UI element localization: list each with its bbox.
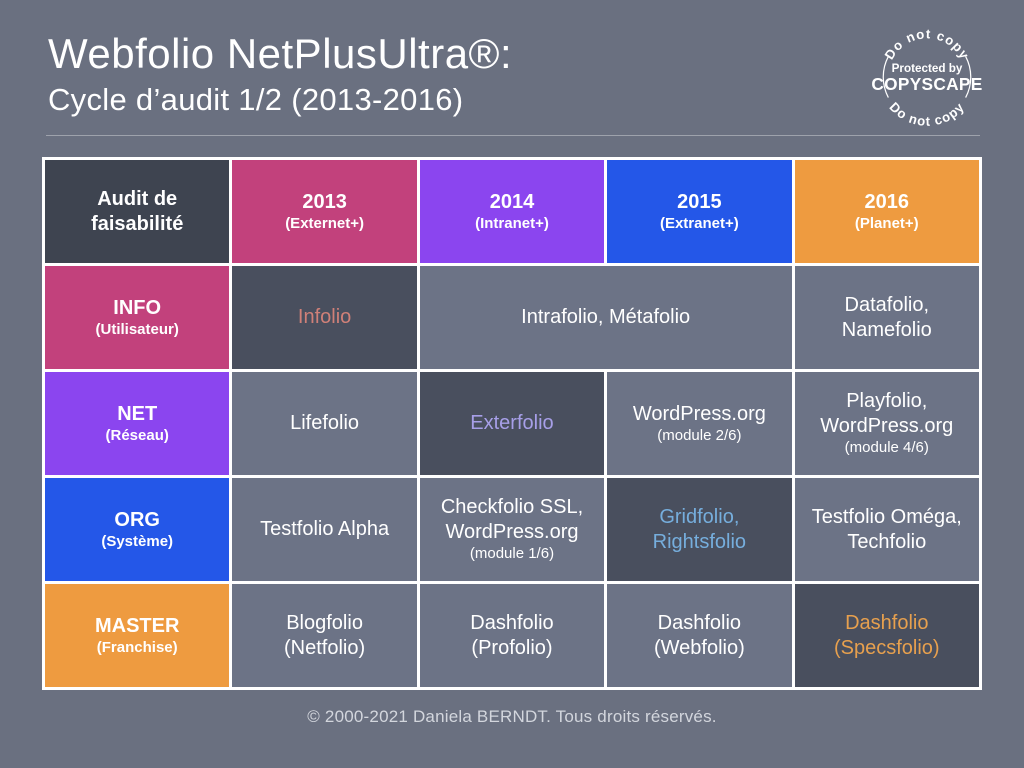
copyright-footer: © 2000-2021 Daniela BERNDT. Tous droits … (307, 707, 717, 727)
table-row: ORG (Système) Testfolio Alpha Checkfolio SS… (41, 475, 983, 585)
data-cell-master-2014: Dashfolio (Profolio) (416, 581, 608, 691)
data-cell-net-2015: WordPress.org (module 2/6) (604, 369, 795, 479)
cell-sublabel: (module 4/6) (844, 439, 929, 457)
data-cell-org-2015: Gridfolio, Rightsfolio (604, 475, 795, 585)
cell-sublabel: (Planet+) (854, 214, 919, 232)
title-divider (46, 135, 980, 137)
data-cell-master-2016: Dashfolio (Specsfolio) (791, 581, 983, 691)
cell-label: Testfolio Oméga, Techfolio (811, 505, 962, 553)
cell-label: Audit de faisabilité (91, 187, 184, 235)
row-header-net: NET (Réseau) (41, 369, 233, 479)
cell-label: Lifefolio (290, 412, 360, 435)
cell-sublabel: (Système) (101, 532, 174, 550)
column-header-2015: 2015 (Extranet+) (604, 157, 795, 267)
cell-label: Gridfolio, Rightsfolio (652, 505, 747, 553)
cell-label: Checkfolio SSL, WordPress.org (440, 496, 584, 544)
cell-label: MASTER (94, 614, 180, 637)
table-row: NET (Réseau) Lifefolio Exterfolio WordPress.… (41, 369, 983, 479)
cell-label: Datafolio, Namefolio (841, 293, 932, 341)
cell-label: Dashfolio (Specsfolio) (833, 611, 940, 659)
table-row: INFO (Utilisateur) Infolio Intrafolio, Méta… (41, 263, 983, 373)
column-header-2014: 2014 (Intranet+) (416, 157, 608, 267)
cell-sublabel: (Réseau) (105, 426, 169, 444)
table-title-cell: Audit de faisabilité (41, 157, 233, 267)
page-subtitle: Cycle d’audit 1/2 (2013-2016) (48, 82, 464, 118)
cell-label: INFO (113, 296, 162, 319)
data-cell-net-2016: Playfolio, WordPress.org (module 4/6) (791, 369, 983, 479)
cell-sublabel: (Externet+) (285, 214, 364, 232)
cell-label: Dashfolio (Profolio) (470, 611, 554, 659)
data-cell-org-2016: Testfolio Oméga, Techfolio (791, 475, 983, 585)
cell-label: 2014 (489, 190, 535, 213)
data-cell-master-2013: Blogfolio (Netfolio) (229, 581, 420, 691)
data-cell-org-2013: Testfolio Alpha (229, 475, 420, 585)
data-cell-master-2015: Dashfolio (Webfolio) (604, 581, 795, 691)
cell-label: Playfolio, WordPress.org (820, 390, 954, 438)
data-cell-org-2014: Checkfolio SSL, WordPress.org (module 1/6… (416, 475, 608, 585)
cell-sublabel: (module 1/6) (469, 545, 555, 563)
table-row: Audit de faisabilité 2013 (Externet+) 2014(… (41, 157, 983, 267)
data-cell-info-2013: Infolio (229, 263, 420, 373)
badge-top-text: Do not copy (882, 26, 972, 62)
cell-sublabel: (Franchise) (96, 638, 178, 656)
cell-sublabel: (module 2/6) (657, 426, 742, 444)
row-header-org: ORG (Système) (41, 475, 233, 585)
cell-label: NET (117, 402, 158, 425)
cell-label: ORG (114, 508, 160, 531)
badge-right-arc (965, 56, 972, 98)
badge-copyscape-text: COPYSCAPE (871, 74, 982, 94)
column-header-2013: 2013 (Externet+) (229, 157, 420, 267)
cell-label: 2015 (677, 190, 722, 213)
row-header-master: MASTER (Franchise) (41, 581, 233, 691)
table-row: MASTER (Franchise) Blogfolio (Netfolio) Das… (41, 581, 983, 691)
column-header-2016: 2016 (Planet+) (791, 157, 983, 267)
data-cell-net-2013: Lifefolio (229, 369, 420, 479)
page-title: Webfolio NetPlusUltra®: (48, 30, 513, 77)
data-cell-info-2016: Datafolio, Namefolio (791, 263, 983, 373)
copyscape-badge: Do not copy Do not copy Protected by COP… (871, 26, 982, 129)
cell-label: Exterfolio (470, 412, 554, 435)
cell-label: Testfolio Alpha (260, 518, 390, 541)
title-block: Webfolio NetPlusUltra®: Cycle d’audit 1/… (0, 0, 1024, 118)
data-cell-info-2014-2015: Intrafolio, Métafolio (416, 263, 795, 373)
cell-label: Infolio (297, 306, 352, 329)
cell-sublabel: (Utilisateur) (95, 320, 179, 338)
badge-protected-by-text: Protected by (892, 62, 963, 75)
cell-label: 2013 (302, 190, 347, 213)
data-cell-net-2014: Exterfolio (416, 369, 608, 479)
cell-label: WordPress.org (632, 402, 766, 425)
cell-label: Dashfolio (Webfolio) (653, 611, 745, 659)
svg-text:Do not copy: Do not copy (886, 99, 967, 129)
badge-bottom-text: Do not copy (886, 99, 966, 129)
cell-sublabel: (Intranet+) (475, 214, 549, 232)
badge-left-arc (882, 56, 889, 98)
audit-table: Audit de faisabilité 2013 (Externet+) 2014(… (41, 157, 983, 691)
cell-label: Blogfolio (Netfolio) (284, 611, 366, 659)
cell-sublabel: (Extranet+) (659, 214, 739, 232)
svg-text:Do not copy: Do not copy (882, 26, 973, 62)
cell-label: 2016 (864, 190, 910, 213)
cell-label: Intrafolio, Métafolio (521, 306, 691, 329)
row-header-info: INFO (Utilisateur) (41, 263, 233, 373)
audit-table-body: Audit de faisabilité 2013 (Externet+) 2014(… (41, 157, 983, 691)
